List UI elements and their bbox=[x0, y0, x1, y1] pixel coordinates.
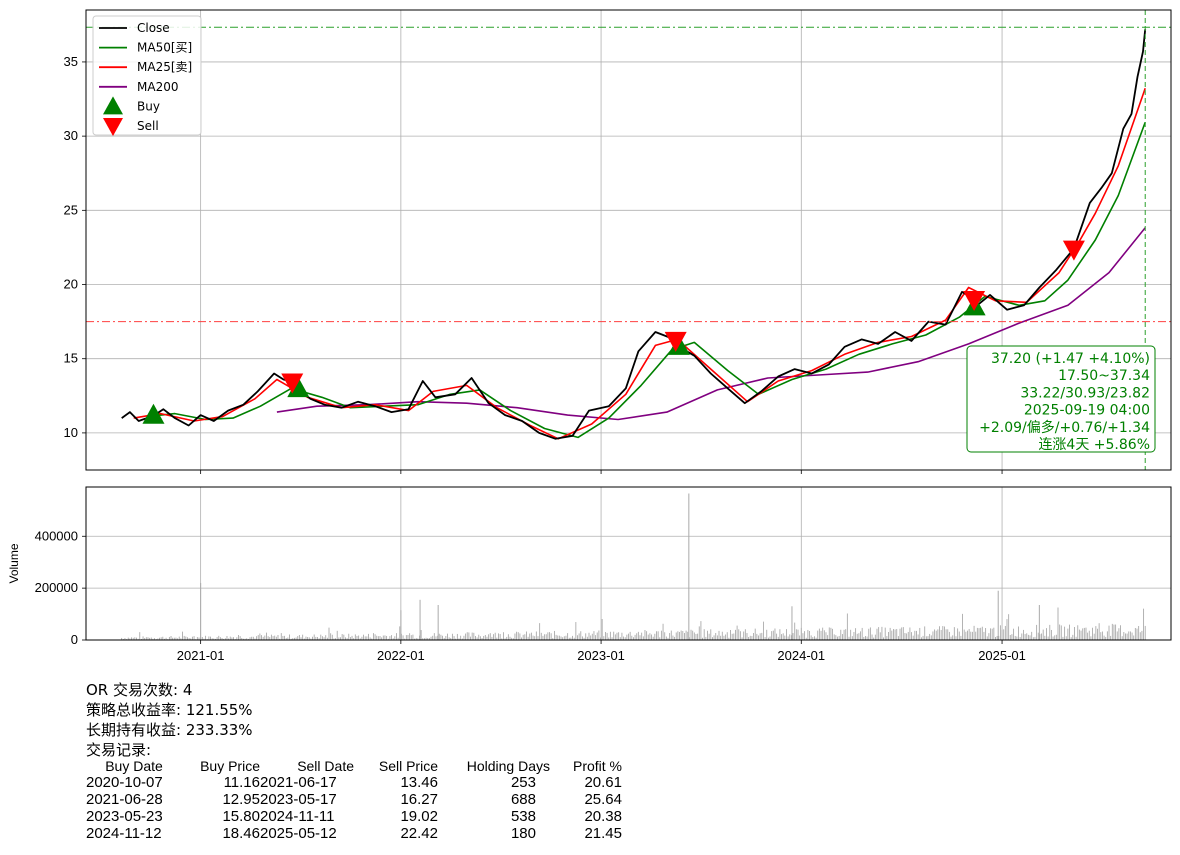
price-tick-label: 35 bbox=[64, 54, 78, 69]
sell-marker bbox=[281, 373, 304, 394]
volume-axis-label: Volume bbox=[7, 543, 21, 583]
trade-cell: 253 bbox=[510, 774, 536, 791]
strategy-summary: OR 交易次数: 4 策略总收益率: 121.55% 长期持有收益: 233.3… bbox=[86, 680, 253, 760]
x-tick-label: 2025-01 bbox=[978, 648, 1026, 663]
trade-header-cell: Profit % bbox=[572, 758, 622, 774]
info-box-line: 17.50~37.34 bbox=[1058, 368, 1150, 384]
trade-row: 2021-06-28 12.95 2023-05-17 16.27 688 25.64 bbox=[86, 791, 622, 808]
trade-cell: 15.80 bbox=[222, 808, 260, 825]
hold-return: 长期持有收益: 233.33% bbox=[86, 721, 253, 739]
trade-cell: 538 bbox=[510, 808, 536, 825]
legend: Close MA50[买] MA25[卖] MA200 Buy Sell bbox=[92, 15, 202, 136]
trade-cell: 180 bbox=[510, 825, 536, 842]
trade-cell: 2025-05-12 bbox=[260, 825, 337, 842]
trade-header-cell: Buy Date bbox=[105, 758, 163, 774]
trade-cell: 21.45 bbox=[584, 825, 622, 842]
trade-row: 2023-05-23 15.80 2024-11-11 19.02 538 20.38 bbox=[86, 808, 622, 825]
volume-panel: 2021-01 2022-01 2023-01 2024-01 2025-01 0 2000… bbox=[7, 486, 1172, 663]
info-box: 37.20 (+1.47 +4.10%)17.50~37.3433.22/30.… bbox=[966, 345, 1156, 453]
trade-row: 2024-11-12 18.46 2025-05-12 22.42 180 21.45 bbox=[86, 825, 622, 842]
trade-cell: 13.46 bbox=[400, 774, 438, 791]
trade-header-cell: Sell Date bbox=[297, 758, 354, 774]
legend-label: MA50[买] bbox=[137, 41, 192, 55]
sell-marker bbox=[1062, 240, 1085, 261]
x-tick-label: 2023-01 bbox=[577, 648, 625, 663]
trade-cell: 22.42 bbox=[400, 825, 438, 842]
trade-header-cell: Buy Price bbox=[200, 758, 260, 774]
trade-row: 2020-10-07 11.16 2021-06-17 13.46 253 20.61 bbox=[86, 774, 622, 791]
trade-count: OR 交易次数: 4 bbox=[86, 681, 193, 699]
volume-tick-label: 200000 bbox=[35, 580, 78, 595]
ma200-line bbox=[276, 227, 1146, 421]
trade-cell: 2023-05-17 bbox=[260, 791, 337, 808]
x-tick-label: 2021-01 bbox=[177, 648, 225, 663]
price-tick-label: 10 bbox=[64, 425, 78, 440]
trade-table: Buy Date Buy Price Sell Date Sell Price Hold… bbox=[86, 758, 622, 842]
info-box-line: +2.09/偏多/+0.76/+1.34 bbox=[979, 419, 1150, 436]
buy-marker bbox=[142, 403, 165, 424]
volume-tick-label: 0 bbox=[71, 632, 78, 647]
strategy-return: 策略总收益率: 121.55% bbox=[86, 701, 253, 719]
trade-cell: 2024-11-11 bbox=[260, 808, 335, 825]
info-box-line: 33.22/30.93/23.82 bbox=[1020, 385, 1150, 401]
trade-cell: 25.64 bbox=[584, 791, 622, 808]
price-tick-label: 15 bbox=[64, 351, 78, 366]
records-title: 交易记录: bbox=[86, 741, 152, 759]
sell-marker bbox=[664, 331, 687, 352]
price-axes-frame bbox=[85, 9, 1172, 471]
price-tick-label: 25 bbox=[64, 202, 78, 217]
trade-cell: 20.38 bbox=[584, 808, 622, 825]
volume-tick-label: 400000 bbox=[35, 528, 78, 543]
info-box-line: 2025-09-19 04:00 bbox=[1024, 403, 1150, 419]
trade-cell: 2020-10-07 bbox=[86, 774, 163, 791]
legend-label: Sell bbox=[137, 119, 159, 133]
trade-cell: 20.61 bbox=[584, 774, 622, 791]
trade-cell: 688 bbox=[510, 791, 536, 808]
x-tick-label: 2022-01 bbox=[377, 648, 425, 663]
legend-swatch-sell bbox=[103, 118, 123, 136]
trade-cell: 2024-11-12 bbox=[86, 825, 162, 842]
legend-label: MA25[卖] bbox=[137, 60, 192, 74]
volume-bars bbox=[121, 493, 1146, 640]
trade-header-cell: Sell Price bbox=[378, 758, 438, 774]
trade-cell: 16.27 bbox=[400, 791, 438, 808]
close-line bbox=[121, 29, 1147, 440]
sell-marker bbox=[963, 291, 986, 312]
price-tick-label: 30 bbox=[64, 128, 78, 143]
info-box-frame bbox=[966, 345, 1156, 453]
trade-cell: 2021-06-17 bbox=[260, 774, 337, 791]
info-box-line: 连涨4天 +5.86% bbox=[1038, 437, 1150, 453]
volume-axes-frame bbox=[85, 486, 1172, 641]
trade-cell: 2023-05-23 bbox=[86, 808, 163, 825]
trade-table-header: Buy Date Buy Price Sell Date Sell Price Hold… bbox=[86, 758, 622, 774]
trade-cell: 2021-06-28 bbox=[86, 791, 163, 808]
trade-cell: 18.46 bbox=[222, 825, 260, 842]
trade-cell: 19.02 bbox=[400, 808, 438, 825]
price-panel: 10 15 20 25 30 35 37.20 (+1.47 +4.10%)17.50~37… bbox=[64, 9, 1172, 474]
legend-label: MA200 bbox=[137, 80, 178, 94]
trade-cell: 11.16 bbox=[223, 774, 260, 791]
legend-label: Buy bbox=[137, 99, 160, 113]
volume-plot-area bbox=[86, 487, 1171, 640]
info-box-line: 37.20 (+1.47 +4.10%) bbox=[991, 351, 1150, 367]
trade-header-cell: Holding Days bbox=[466, 758, 550, 774]
legend-label: Close bbox=[137, 21, 170, 35]
legend-frame bbox=[92, 15, 202, 136]
legend-swatch-buy bbox=[103, 96, 123, 115]
price-volume-chart: 10 15 20 25 30 35 37.20 (+1.47 +4.10%)17.50~37… bbox=[7, 9, 1172, 663]
price-tick-label: 20 bbox=[64, 277, 78, 292]
trade-cell: 12.95 bbox=[222, 791, 260, 808]
trade-records: Buy Date Buy Price Sell Date Sell Price Hold… bbox=[86, 758, 622, 842]
x-tick-label: 2024-01 bbox=[777, 648, 825, 663]
